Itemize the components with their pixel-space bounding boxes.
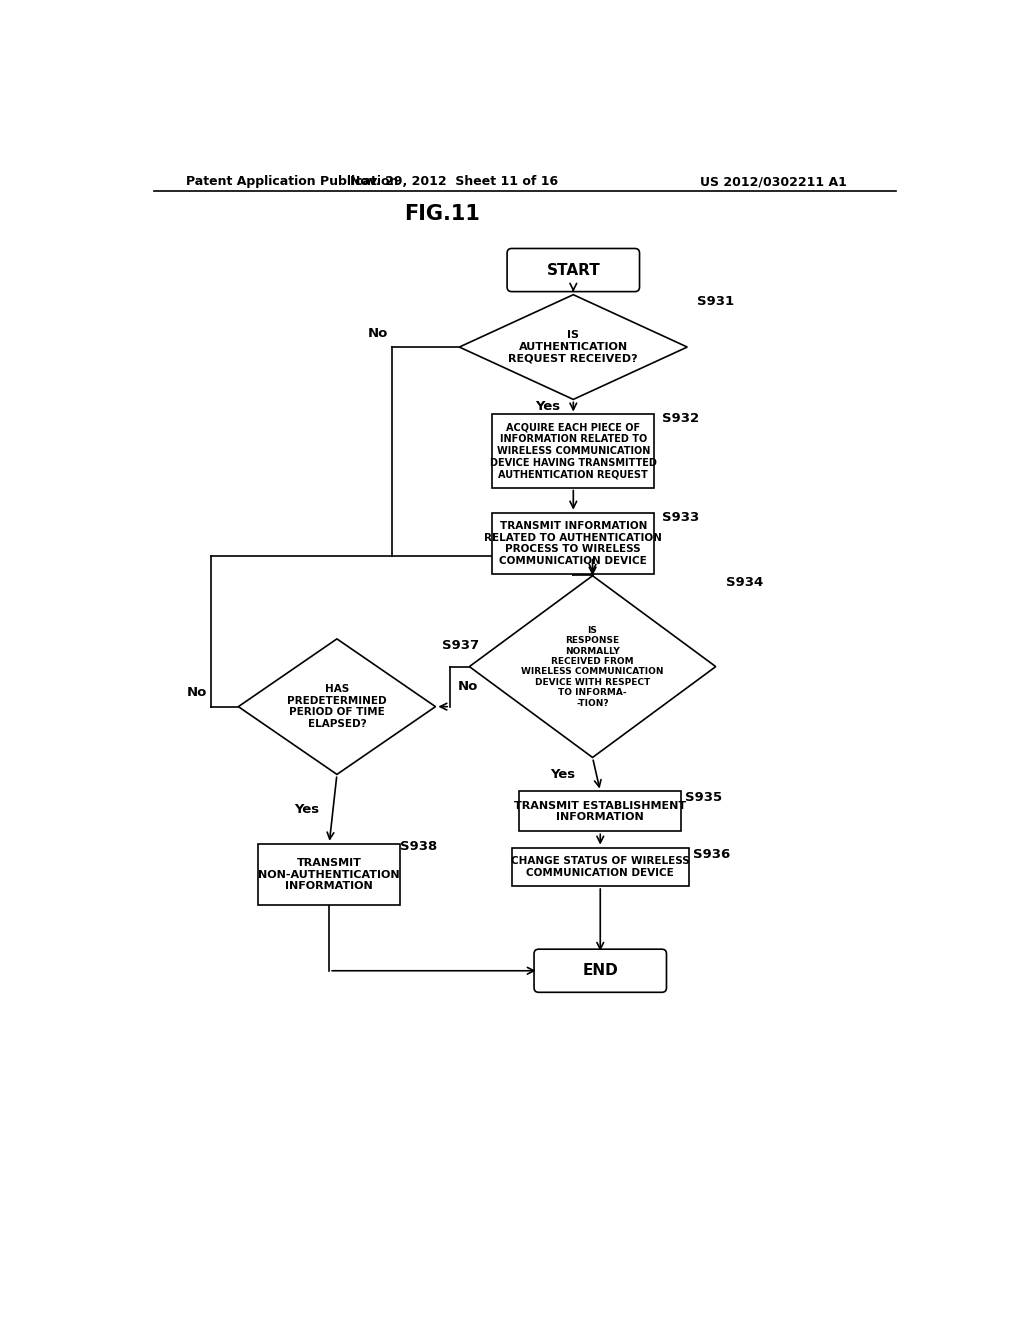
Polygon shape bbox=[469, 576, 716, 758]
Text: START: START bbox=[547, 263, 600, 277]
Text: No: No bbox=[458, 680, 478, 693]
Text: US 2012/0302211 A1: US 2012/0302211 A1 bbox=[700, 176, 847, 187]
Text: Yes: Yes bbox=[535, 400, 560, 413]
Text: FIG.11: FIG.11 bbox=[403, 203, 480, 224]
Polygon shape bbox=[239, 639, 435, 775]
Text: S935: S935 bbox=[685, 792, 722, 804]
Text: S937: S937 bbox=[442, 639, 479, 652]
Text: No: No bbox=[369, 326, 388, 339]
Text: END: END bbox=[583, 964, 618, 978]
Text: S933: S933 bbox=[662, 511, 699, 524]
Text: S932: S932 bbox=[662, 412, 699, 425]
Text: Patent Application Publication: Patent Application Publication bbox=[186, 176, 398, 187]
Bar bbox=[512, 847, 689, 886]
Text: Nov. 29, 2012  Sheet 11 of 16: Nov. 29, 2012 Sheet 11 of 16 bbox=[350, 176, 558, 187]
Bar bbox=[519, 792, 681, 832]
Bar bbox=[258, 843, 400, 906]
Text: HAS
PREDETERMINED
PERIOD OF TIME
ELAPSED?: HAS PREDETERMINED PERIOD OF TIME ELAPSED… bbox=[287, 684, 387, 729]
Text: S938: S938 bbox=[400, 840, 437, 853]
Bar bbox=[493, 512, 654, 574]
Polygon shape bbox=[460, 294, 687, 400]
Text: No: No bbox=[187, 686, 208, 700]
Text: S936: S936 bbox=[692, 847, 730, 861]
Text: Yes: Yes bbox=[550, 768, 575, 781]
FancyBboxPatch shape bbox=[507, 248, 640, 292]
Text: TRANSMIT
NON-AUTHENTICATION
INFORMATION: TRANSMIT NON-AUTHENTICATION INFORMATION bbox=[258, 858, 400, 891]
Bar bbox=[493, 414, 654, 487]
Text: IS
AUTHENTICATION
REQUEST RECEIVED?: IS AUTHENTICATION REQUEST RECEIVED? bbox=[509, 330, 638, 363]
Text: TRANSMIT INFORMATION
RELATED TO AUTHENTICATION
PROCESS TO WIRELESS
COMMUNICATION: TRANSMIT INFORMATION RELATED TO AUTHENTI… bbox=[484, 521, 663, 566]
FancyBboxPatch shape bbox=[535, 949, 667, 993]
Text: S934: S934 bbox=[726, 576, 763, 589]
Text: ACQUIRE EACH PIECE OF
INFORMATION RELATED TO
WIRELESS COMMUNICATION
DEVICE HAVIN: ACQUIRE EACH PIECE OF INFORMATION RELATE… bbox=[489, 422, 656, 479]
Text: Yes: Yes bbox=[295, 803, 319, 816]
Text: TRANSMIT ESTABLISHMENT
INFORMATION: TRANSMIT ESTABLISHMENT INFORMATION bbox=[514, 800, 686, 822]
Text: IS
RESPONSE
NORMALLY
RECEIVED FROM
WIRELESS COMMUNICATION
DEVICE WITH RESPECT
TO: IS RESPONSE NORMALLY RECEIVED FROM WIREL… bbox=[521, 626, 664, 708]
Text: CHANGE STATUS OF WIRELESS
COMMUNICATION DEVICE: CHANGE STATUS OF WIRELESS COMMUNICATION … bbox=[511, 855, 689, 878]
Text: S931: S931 bbox=[696, 294, 733, 308]
